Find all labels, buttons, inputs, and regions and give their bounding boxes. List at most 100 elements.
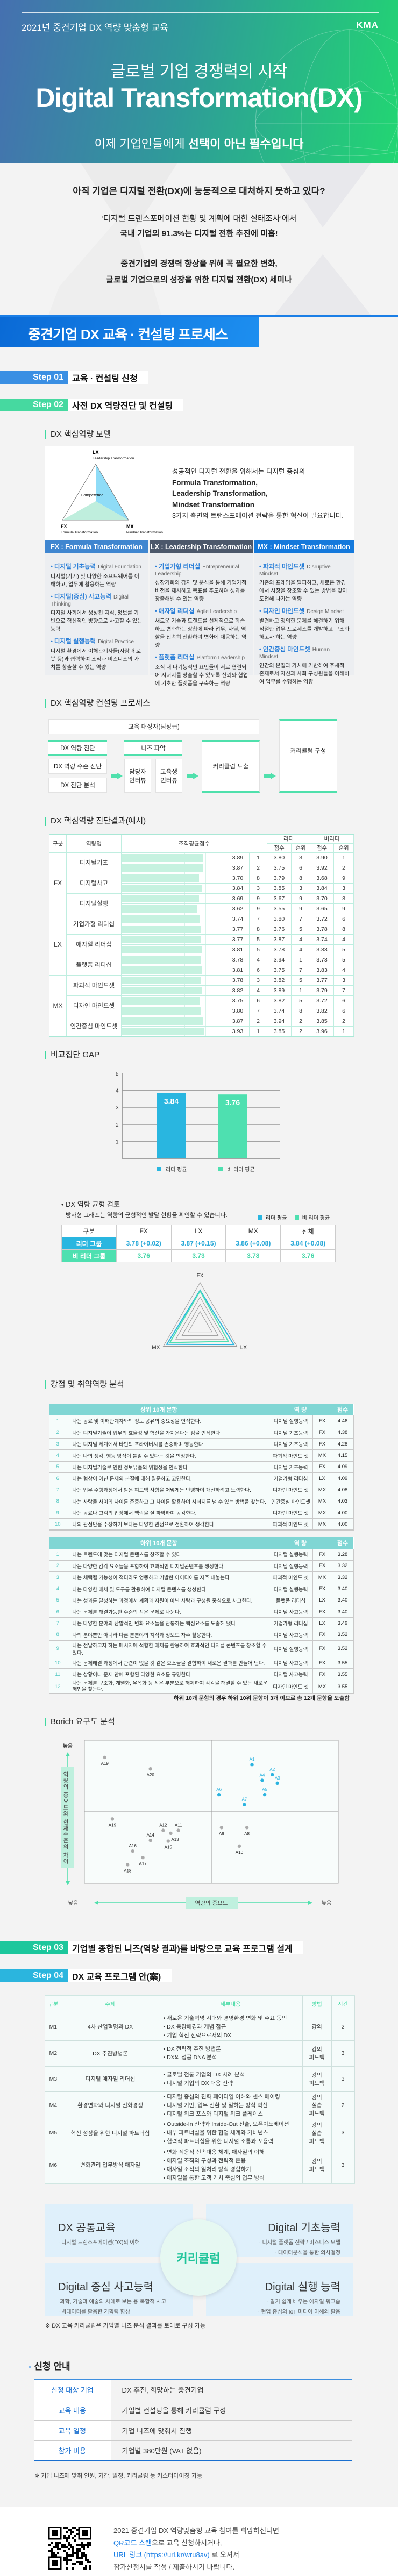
- mx-full-label: Mindset Transformation: [126, 531, 163, 535]
- org-score: 3.93: [226, 1026, 250, 1037]
- arrow-right-icon: [308, 1901, 312, 1905]
- qr-module: [53, 2546, 55, 2548]
- detail-item: • 디지털 워크 포스와 디지털 워크 플레이스: [163, 2110, 263, 2117]
- x-axis-label-box: [186, 1897, 238, 1909]
- score-bar: [122, 945, 202, 953]
- item-number: 6: [49, 1472, 67, 1485]
- bullet: •: [51, 564, 54, 570]
- balance-title: • DX 역량 균형 검토: [61, 1200, 120, 1208]
- data-point-label: A7: [241, 1797, 247, 1802]
- qr-scan-link[interactable]: QR코드 스캔: [113, 2538, 152, 2547]
- intro-closing-2: 글로벌 기업으로의 성장을 위한 디지털 전환(DX) 세미나: [106, 275, 292, 284]
- item-text: 나는 상황이나 문제 안에 포함된 다양한 요소를 규명한다.: [67, 1668, 269, 1681]
- apply-heading: - 신청 안내: [29, 2359, 70, 2372]
- item-number: 11: [49, 1668, 67, 1681]
- qr-code-icon[interactable]: [48, 2527, 91, 2570]
- footer-line: QR코드 스캔으로 교육 신청하시거나,: [113, 2537, 279, 2550]
- competency-cell: 기업가형 리더십: [66, 913, 122, 935]
- bar-cell: [121, 995, 226, 1006]
- competency-desc: 조직 내 다기능적인 요인들이 서로 연결되어 시너지를 창출할 수 있도록 신…: [155, 665, 248, 687]
- item-type: FX: [312, 1427, 332, 1439]
- org-rank: 1: [249, 1026, 267, 1037]
- competency-kr: 디지털 실행능력: [54, 638, 96, 645]
- org-score: 3.62: [226, 903, 250, 914]
- diag-item: DX 역량 수준 진단: [48, 759, 107, 774]
- col-score: 점수: [267, 843, 292, 853]
- org-rank: 9: [249, 893, 267, 904]
- top-items-table: 상위 10개 문항 역 량 점수 1 나는 동료 및 이해관계자와의 정보 공유의 중요…: [49, 1404, 354, 1531]
- curriculum-title: Digital 중심 사고능력: [58, 2281, 154, 2293]
- table-row: 8 나의 분야뿐만 아니라 다른 분분야의 지식과 정보도 자주 활용한다. 디지털…: [49, 1629, 354, 1641]
- item-competency: 기업가형 리더십: [269, 1617, 313, 1629]
- data-point-label: A19: [109, 1823, 117, 1827]
- qr-module: [66, 2554, 68, 2557]
- lx-label: LX: [93, 450, 99, 455]
- score-bar: [122, 894, 199, 902]
- method-item: 강의: [311, 2024, 322, 2030]
- url-link[interactable]: URL 링크 (https://url.kr/wru8av): [113, 2551, 210, 2559]
- qr-module: [76, 2550, 79, 2552]
- qr-module: [63, 2559, 66, 2561]
- module-topic: 디지털 애자일 리더십: [62, 2066, 159, 2092]
- legend-label: 비 리더 평균: [227, 1166, 255, 1173]
- y-tick-label: 3: [116, 1105, 119, 1111]
- qr-module: [70, 2544, 72, 2546]
- data-point: [169, 1831, 173, 1835]
- desc-line: 3가지 측면의 트랜스포메이션 전략을 통한 혁신이 필요합니다.: [172, 512, 344, 520]
- bullet: •: [155, 608, 159, 615]
- item-number: 5: [49, 1461, 67, 1473]
- detail-item: • 협력적 파트너십을 위한 디지털 소통과 포용력: [163, 2138, 274, 2145]
- item-text: 나는 나의 생각, 행동 방식이 틀릴 수 있다는 것을 인정한다.: [67, 1449, 269, 1462]
- legend-swatch: [157, 1167, 161, 1171]
- competency-en: Digital Practice: [98, 639, 134, 645]
- qr-module: [81, 2542, 83, 2544]
- table-row: 2 나는 다양한 감각 요소들을 포함하여 효과적인 디지털콘텐츠를 생성한다. 디…: [49, 1560, 354, 1572]
- gridline: [205, 955, 206, 965]
- qr-module: [57, 2544, 59, 2546]
- competency-cell: 디지털사고: [66, 872, 122, 894]
- qr-module: [85, 2557, 87, 2559]
- group-cell: FX: [49, 852, 67, 914]
- qr-module: [74, 2552, 76, 2554]
- nonleader-score: 3.74: [310, 934, 335, 945]
- org-rank: 2: [249, 1015, 267, 1027]
- qr-module: [81, 2563, 83, 2565]
- qr-module: [70, 2533, 72, 2535]
- info-row: 교육 일정 기업 니즈에 맞춰서 진행: [34, 2420, 352, 2441]
- nonleader-score: 3.77: [310, 974, 335, 986]
- leader-value: 3.78 (+0.02): [116, 1237, 172, 1250]
- program-row: M4 환경변화와 디지털 진화경쟁 • 디지털 중심의 진화 패어다임 이해와 센스…: [45, 2091, 355, 2119]
- bar-wrap: [122, 985, 226, 995]
- qr-module: [74, 2539, 76, 2542]
- detail-item: • 글로벌 전통 기업의 DX 사례 분석: [163, 2071, 245, 2078]
- item-text: 나는 디지털 세계에서 타인의 프라이버시를 존중하며 행동한다.: [67, 1438, 269, 1450]
- item-score: 3.55: [332, 1657, 354, 1669]
- arrow-left-icon: [94, 1901, 98, 1905]
- competency-kr: 애자일 리더십: [158, 608, 195, 615]
- qr-module: [55, 2544, 57, 2546]
- bar-wrap: [122, 914, 226, 924]
- module-details: • DX 전략적 추진 방법론 • DX의 성공 DNA 분석: [159, 2040, 303, 2067]
- qr-module: [83, 2567, 85, 2570]
- item-competency: 파괴적 마인드 셋: [269, 1449, 313, 1462]
- table-row: 1 나는 동료 및 이해관계자와의 정보 공유의 중요성을 인식한다. 디지털 실행…: [49, 1415, 354, 1427]
- column-header-fx: FX : Formula Transformation: [45, 540, 148, 553]
- competency-cell: 디자인 마인드셋: [66, 995, 122, 1016]
- item-number: 3: [49, 1571, 67, 1584]
- qr-module: [48, 2544, 51, 2546]
- qr-module: [55, 2554, 57, 2557]
- qr-module: [87, 2542, 89, 2544]
- qr-module: [85, 2554, 87, 2557]
- bar-cell: [121, 893, 226, 904]
- desc-line: Formula Transformation,: [172, 478, 258, 487]
- nonleader-rank: 6: [333, 995, 354, 1006]
- x-axis-high-label: 높음: [322, 1900, 331, 1906]
- org-score: 3.75: [226, 995, 250, 1006]
- derive-box: 커리큘럼 도출: [202, 740, 260, 793]
- table-row: 4 나는 다양한 매체 및 도구를 활용하여 디지털 콘텐츠를 생성한다. 디지털 …: [49, 1583, 354, 1595]
- nonleader-score: 3.83: [310, 944, 335, 955]
- leader-value: 3.87 (+0.15): [170, 1237, 226, 1250]
- intro-stat: 국내 기업의 91.3%는 디지털 전환 추진에 미흡!: [120, 229, 278, 238]
- detail-item: • 디지털 중심의 진화 패어다임 이해와 센스 메이킹: [163, 2093, 280, 2100]
